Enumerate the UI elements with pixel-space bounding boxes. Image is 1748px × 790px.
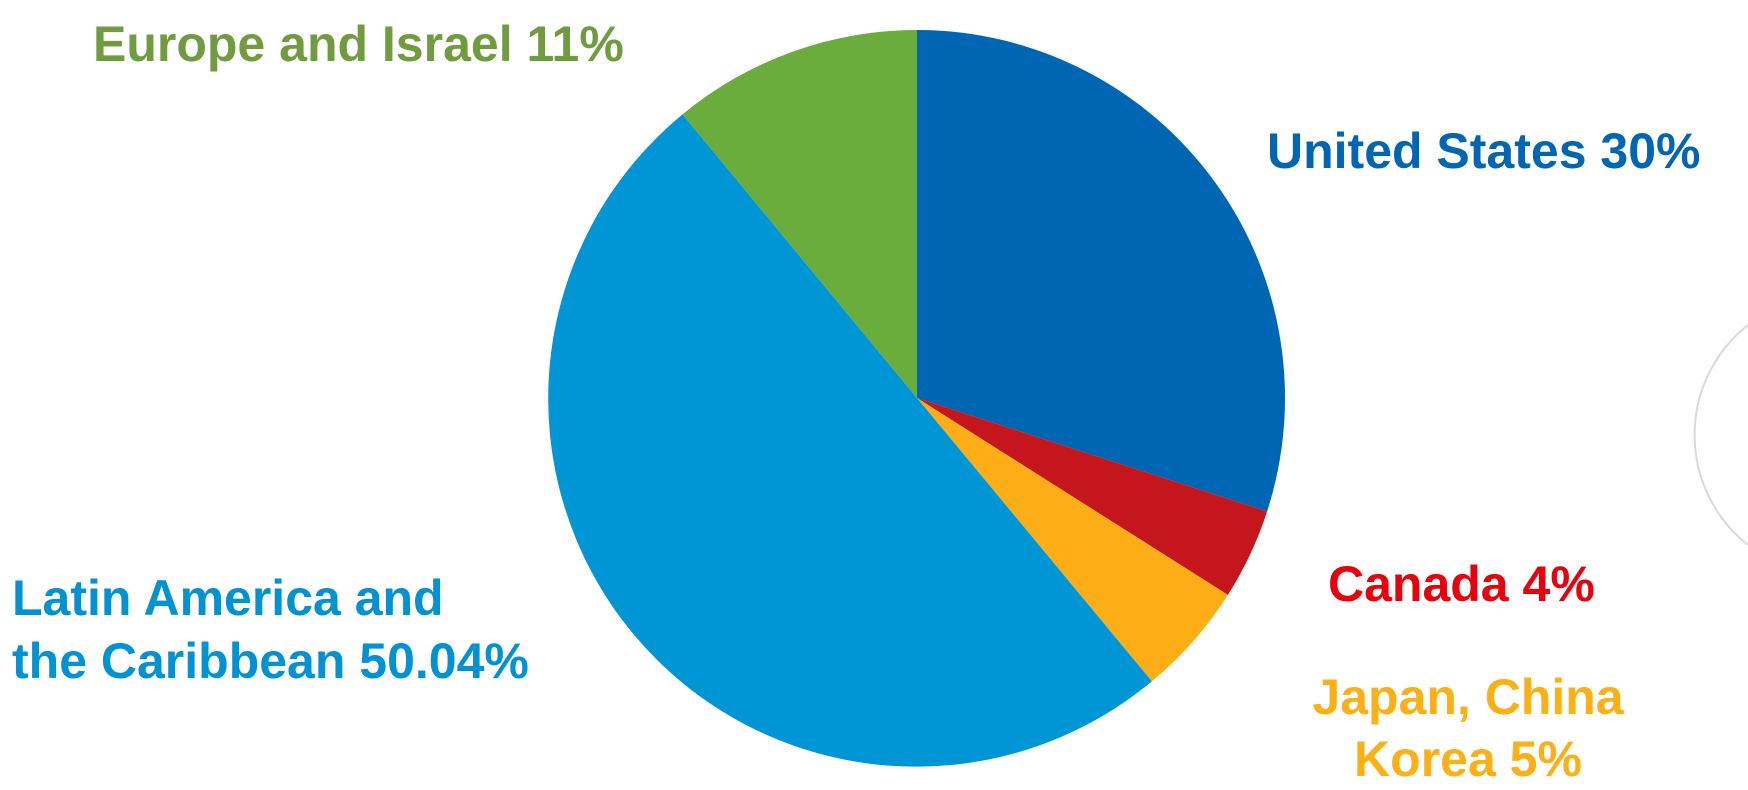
data-label-line: Korea 5% <box>1354 731 1582 787</box>
data-label-line: United States 30% <box>1267 123 1700 179</box>
pie-slice-united-states <box>917 30 1285 512</box>
pie-slice-latin-america-caribbean <box>548 114 1152 767</box>
data-label-japan-china-korea: Japan, China Korea 5% <box>1312 669 1624 787</box>
data-label-canada: Canada 4% <box>1328 556 1595 612</box>
pie-slice-europe-israel <box>682 30 917 398</box>
data-label-line: Japan, China <box>1312 669 1624 725</box>
data-label-line: Canada 4% <box>1328 556 1595 612</box>
data-label-europe-israel: Europe and Israel 11% <box>93 16 624 72</box>
slice-layer <box>548 30 1285 767</box>
data-label-line: Latin America and <box>12 570 444 626</box>
pie-slice-japan-china-korea <box>917 398 1228 682</box>
partial-circle-decoration <box>1693 324 1748 546</box>
data-label-line: Europe and Israel 11% <box>93 16 624 72</box>
data-label-united-states: United States 30% <box>1267 123 1700 179</box>
pie-slice-canada <box>917 398 1268 595</box>
data-label-latin-america-caribbean: Latin America and the Caribbean 50.04% <box>12 570 529 689</box>
label-layer: United States 30% Canada 4% Japan, China Ko… <box>12 16 1700 787</box>
data-label-line: the Caribbean 50.04% <box>12 633 529 689</box>
